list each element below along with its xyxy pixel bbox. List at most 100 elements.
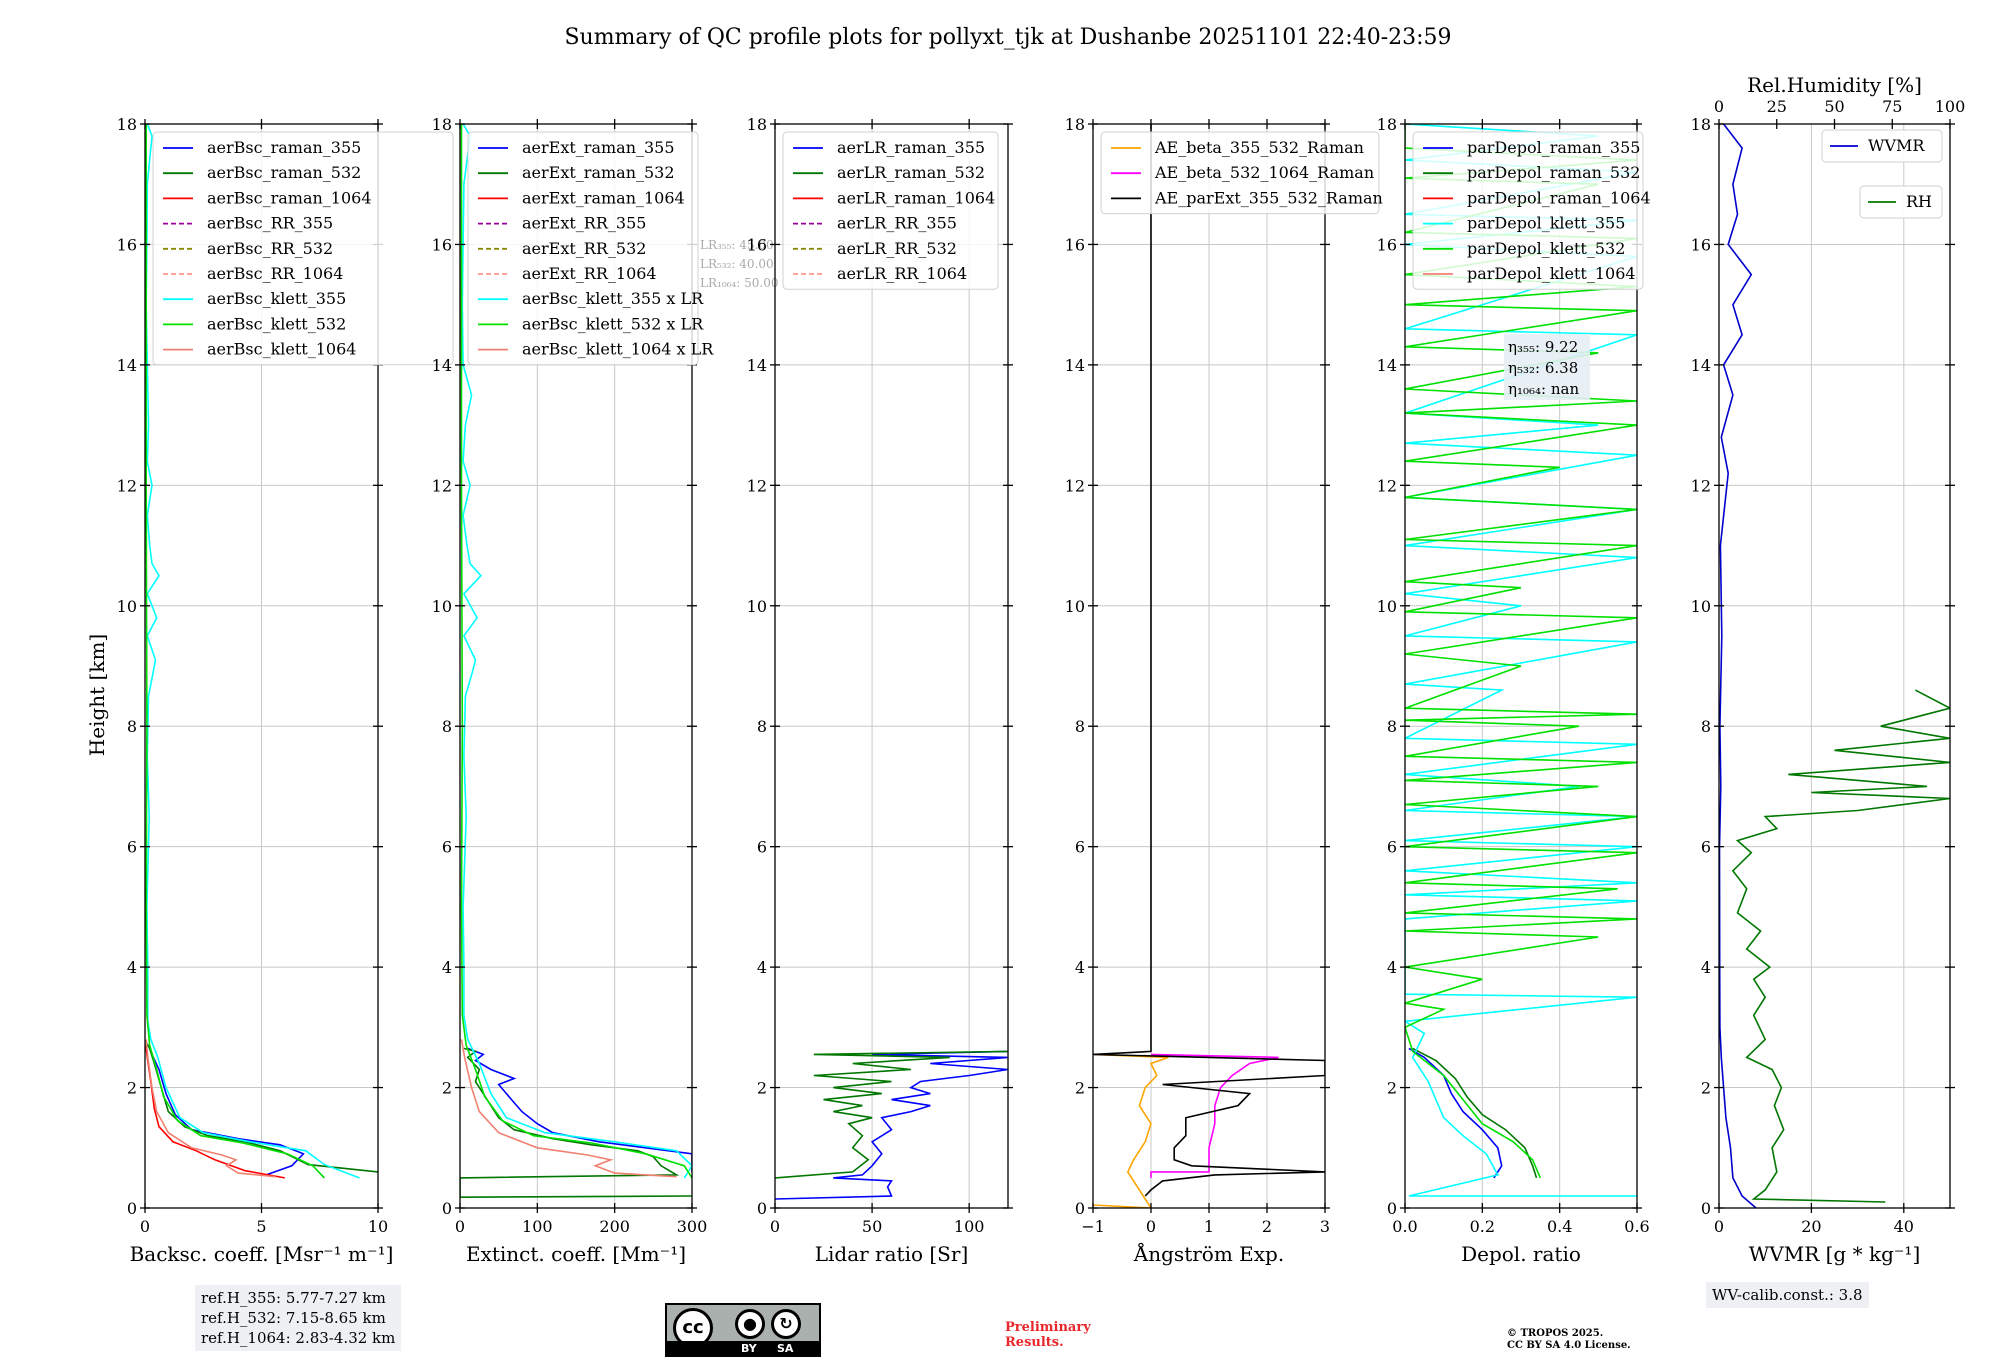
xtick-label: 0.4 — [1547, 1217, 1572, 1236]
axes-frame — [459, 123, 693, 1209]
ytick-label: 14 — [1691, 356, 1711, 375]
preliminary-line-1: Preliminary — [1005, 1320, 1091, 1335]
ytick-label: 12 — [747, 476, 767, 495]
ref-height-532: ref.H_532: 7.15-8.65 km — [201, 1309, 386, 1327]
legend-label: aerBsc_raman_1064 — [207, 188, 372, 207]
legend-label: aerExt_raman_532 — [522, 163, 675, 182]
preliminary-line-2: Results. — [1005, 1335, 1064, 1350]
xtick-label: 40 — [1894, 1217, 1914, 1236]
legend-label: aerBsc_klett_532 x LR — [522, 314, 704, 333]
copyright-note: © TROPOS 2025. CC BY SA 4.0 License. — [1507, 1328, 1631, 1352]
ytick-label: 4 — [1701, 958, 1711, 977]
legend-label: AE_parExt_355_532_Raman — [1154, 188, 1383, 207]
by-person-icon: ● — [735, 1309, 765, 1339]
sa-share-icon: ↻ — [771, 1309, 801, 1339]
copyright-line-2: CC BY SA 4.0 License. — [1507, 1340, 1631, 1351]
legend-label: AE_beta_355_532_Raman — [1154, 138, 1364, 157]
cc-text: cc — [682, 1317, 704, 1338]
xtick-label: 100 — [954, 1217, 985, 1236]
legend-label: aerBsc_klett_355 x LR — [522, 289, 704, 308]
series-line-aerBsc_klett_532 — [145, 124, 325, 1179]
ytick-label: 12 — [432, 476, 452, 495]
wv-calib-box: WV-calib.const.: 3.8 — [1706, 1282, 1869, 1308]
series-line-aerBsc_klett_355 — [145, 124, 360, 1179]
ytick-label: 4 — [757, 958, 767, 977]
xtick-label: 0 — [140, 1217, 150, 1236]
top-xtick-label: 0 — [1714, 97, 1724, 116]
xtick-label: 50 — [862, 1217, 882, 1236]
ytick-label: 12 — [1377, 476, 1397, 495]
legend-label: aerLR_raman_1064 — [837, 188, 995, 207]
ytick-label: 10 — [1065, 597, 1085, 616]
ytick-label: 2 — [1075, 1079, 1085, 1098]
ytick-label: 14 — [747, 356, 767, 375]
lidar-ratio-label: LR₅₃₂: 40.00 — [700, 257, 774, 271]
eta-label: η₃₅₅: 9.22 — [1508, 338, 1578, 356]
lidar-ratio-label: LR₁₀₆₄: 50.00 — [700, 276, 778, 290]
legend-label: AE_beta_532_1064_Raman — [1154, 163, 1374, 182]
top-xtick-label: 50 — [1824, 97, 1844, 116]
legend-label: aerLR_RR_1064 — [837, 264, 967, 283]
ytick-label: 6 — [1701, 838, 1711, 857]
ytick-label: 2 — [1387, 1079, 1397, 1098]
legend-label: aerBsc_klett_532 — [207, 314, 346, 333]
series-line-aerBsc_klett_532-x-LR — [460, 124, 692, 1179]
ytick-label: 2 — [757, 1079, 767, 1098]
xtick-label: 1 — [1204, 1217, 1214, 1236]
ytick-label: 4 — [1387, 958, 1397, 977]
ytick-label: 0 — [1075, 1199, 1085, 1218]
xtick-label: 20 — [1801, 1217, 1821, 1236]
panel-depol: 0 2 4 6 8 10 12 14 16 18 0.0 0.2 0.4 0.6 Depol. ratio p… — [1377, 115, 1651, 1266]
ytick-label: 8 — [1701, 717, 1711, 736]
xtick-label: 3 — [1320, 1217, 1330, 1236]
axes-frame — [1718, 123, 1951, 1209]
ytick-label: 18 — [432, 115, 452, 134]
xtick-label: 0 — [455, 1217, 465, 1236]
ytick-label: 10 — [747, 597, 767, 616]
ytick-label: 6 — [1075, 838, 1085, 857]
series-line-aerBsc_raman_532 — [145, 1041, 378, 1173]
lidar-ratio-label: LR₃₅₅: 45.00 — [700, 238, 774, 252]
ytick-label: 4 — [1075, 958, 1085, 977]
x-axis-label: Lidar ratio [Sr] — [815, 1242, 969, 1266]
legend-label: aerBsc_RR_532 — [207, 239, 333, 258]
legend-label: aerBsc_klett_1064 — [207, 340, 356, 359]
x-axis-label: Ångström Exp. — [1133, 1241, 1284, 1266]
ytick-label: 16 — [747, 235, 767, 254]
ytick-label: 18 — [1691, 115, 1711, 134]
xtick-label: 5 — [256, 1217, 266, 1236]
series-line-aerLR_raman_355 — [775, 1050, 1008, 1200]
ytick-label: 14 — [117, 356, 137, 375]
panel-bsc: 0 2 4 6 8 10 12 14 16 18 0 5 10 Backsc. coeff. [Msr⁻¹… — [117, 115, 454, 1266]
legend-label: aerBsc_raman_532 — [207, 163, 361, 182]
xtick-label: 300 — [677, 1217, 708, 1236]
legend-label: aerBsc_klett_355 — [207, 289, 346, 308]
figure-title: Summary of QC profile plots for pollyxt_… — [564, 25, 1451, 50]
ref-heights-box: ref.H_355: 5.77-7.27 km ref.H_532: 7.15-… — [195, 1285, 402, 1351]
ytick-label: 6 — [1387, 838, 1397, 857]
ytick-label: 0 — [1701, 1199, 1711, 1218]
ytick-label: 16 — [117, 235, 137, 254]
ytick-label: 12 — [1065, 476, 1085, 495]
legend-label: aerExt_RR_355 — [522, 214, 646, 233]
ytick-label: 14 — [1377, 356, 1397, 375]
x-axis-label: Backsc. coeff. [Msr⁻¹ m⁻¹] — [130, 1242, 394, 1266]
x-axis-label: WVMR [g * kg⁻¹] — [1749, 1242, 1921, 1266]
xtick-label: 0 — [1714, 1217, 1724, 1236]
legend-label: aerExt_RR_532 — [522, 239, 646, 258]
eta-label: η₁₀₆₄: nan — [1508, 380, 1579, 398]
legend-label: aerBsc_RR_355 — [207, 214, 333, 233]
axes-frame — [774, 123, 1009, 1209]
series-line-aerBsc_klett_355-x-LR — [461, 124, 692, 1179]
ytick-label: 18 — [1065, 115, 1085, 134]
x-axis-label: Extinct. coeff. [Mm⁻¹] — [466, 1242, 686, 1266]
ytick-label: 8 — [127, 717, 137, 736]
series-line-aerExt_raman_532 — [460, 1047, 692, 1198]
eta-box — [1504, 334, 1590, 400]
legend-box — [1412, 131, 1644, 290]
ytick-label: 4 — [442, 958, 452, 977]
ytick-label: 12 — [1691, 476, 1711, 495]
legend-box — [1100, 131, 1380, 215]
xtick-label: 0 — [770, 1217, 780, 1236]
